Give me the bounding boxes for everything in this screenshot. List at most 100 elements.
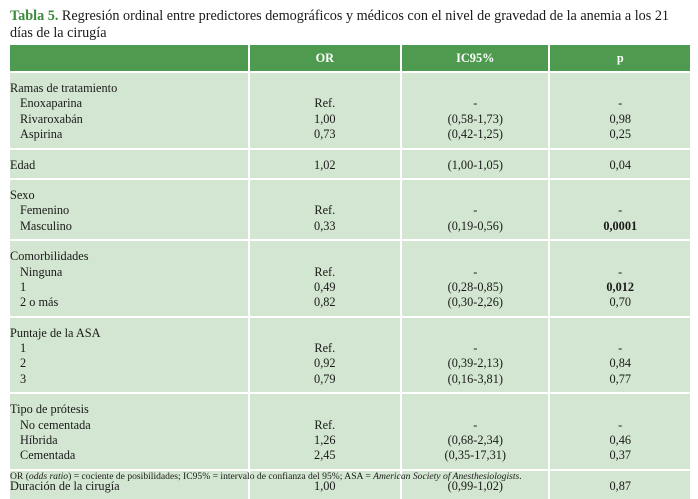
footnote-part: . bbox=[519, 471, 522, 482]
header-variable bbox=[10, 45, 250, 71]
empty-line bbox=[402, 326, 548, 341]
row-value: 2,45 bbox=[314, 448, 336, 463]
regression-table: OR IC95% p Ramas de tratamiento Enoxapari… bbox=[10, 45, 690, 499]
group-title: Sexo bbox=[10, 187, 35, 202]
row-value: Ref. bbox=[314, 417, 336, 432]
cell-variable: Edad bbox=[10, 147, 250, 178]
row-value: - bbox=[618, 341, 623, 356]
row-label: Aspirina bbox=[20, 127, 63, 142]
row-value: - bbox=[618, 417, 623, 432]
row-value: 1,26 bbox=[314, 433, 336, 448]
row-label: 1 bbox=[20, 279, 27, 294]
row-value: 0,46 bbox=[609, 433, 631, 448]
cell-or: Ref. 1,26 2,45 bbox=[249, 392, 403, 469]
cell-ic: - (0,68-2,34) (0,35-17,31) bbox=[402, 392, 551, 469]
cell-p: -0,84 0,77 bbox=[550, 315, 690, 393]
cell-ic: - (0,19-0,56) bbox=[402, 177, 551, 240]
caption-text: Regresión ordinal entre predictores demo… bbox=[10, 8, 670, 41]
empty-line bbox=[402, 249, 548, 264]
row-label: Masculino bbox=[20, 218, 72, 233]
empty-line bbox=[250, 81, 401, 96]
row-label: Rivaroxabán bbox=[20, 111, 83, 126]
row-value: (0,39-2,13) bbox=[447, 356, 503, 371]
empty-line bbox=[550, 326, 690, 341]
header-row: OR IC95% p bbox=[10, 45, 690, 71]
row-value: 0,70 bbox=[609, 295, 631, 310]
cell-ic: - (0,28-0,85) (0,30-2,26) bbox=[402, 239, 551, 316]
footnote-part: ) = cociente de posibilidades; IC95% = i… bbox=[68, 471, 374, 482]
empty-line bbox=[550, 81, 690, 96]
row-label: Ninguna bbox=[20, 264, 63, 279]
row-value: Ref. bbox=[314, 96, 336, 111]
cell-or: Ref. 0,49 0,82 bbox=[249, 239, 403, 316]
row-value: (0,19-0,56) bbox=[447, 218, 503, 233]
row-value: - bbox=[473, 203, 478, 218]
row-value: - bbox=[618, 96, 623, 111]
table-group-row: Edad 1,02 (1,00-1,05) 0,04 bbox=[10, 147, 690, 178]
table-group-row: Ramas de tratamiento Enoxaparina Rivaroxab… bbox=[10, 71, 690, 148]
row-value: - bbox=[618, 203, 623, 218]
cell-variable: Comorbilidades Ninguna 1 2 o más bbox=[10, 239, 250, 316]
empty-line bbox=[550, 402, 690, 417]
row-value: 0,33 bbox=[314, 218, 336, 233]
group-value: (0,99-1,02) bbox=[447, 478, 503, 493]
row-value: 0,79 bbox=[314, 371, 336, 386]
row-label: Cementada bbox=[20, 448, 76, 463]
cell-variable: Ramas de tratamiento Enoxaparina Rivaroxab… bbox=[10, 71, 250, 148]
row-label: 3 bbox=[20, 371, 27, 386]
cell-p: -0,98 0,25 bbox=[550, 71, 690, 148]
group-value: 0,87 bbox=[609, 478, 631, 493]
empty-line bbox=[402, 188, 548, 203]
row-value: Ref. bbox=[314, 341, 336, 356]
table-caption: Tabla 5. Regresión ordinal entre predict… bbox=[10, 8, 694, 42]
row-value: - bbox=[618, 264, 623, 279]
row-value: 0,73 bbox=[314, 127, 336, 142]
row-value: 0,92 bbox=[314, 356, 336, 371]
row-value: (0,30-2,26) bbox=[447, 295, 503, 310]
row-value: Ref. bbox=[314, 264, 336, 279]
row-value: - bbox=[473, 417, 478, 432]
table-group-row: Tipo de prótesis No cementada Híbrida Cemen… bbox=[10, 392, 690, 469]
cell-p: 0,87 bbox=[550, 468, 690, 499]
empty-line bbox=[402, 402, 548, 417]
group-title: Puntaje de la ASA bbox=[10, 325, 101, 340]
group-title: Tipo de prótesis bbox=[10, 402, 89, 417]
cell-ic: (1,00-1,05) bbox=[402, 147, 551, 178]
row-label: No cementada bbox=[20, 417, 91, 432]
cell-p: -0,46 0,37 bbox=[550, 392, 690, 469]
cell-or: Ref. 1,00 0,73 bbox=[249, 71, 403, 148]
row-label: 2 bbox=[20, 356, 27, 371]
table-group-row: Sexo Femenino Masculino Ref. 0,33- (0,19-0,56… bbox=[10, 177, 690, 240]
footnote-italic: odds ratio bbox=[28, 471, 69, 482]
table-label: Tabla 5. bbox=[10, 8, 59, 24]
footnote-italic: American Society of Anesthesiologists bbox=[373, 471, 520, 482]
empty-line bbox=[250, 326, 401, 341]
row-value: Ref. bbox=[314, 203, 336, 218]
group-title: Comorbilidades bbox=[10, 249, 89, 264]
group-value: 0,04 bbox=[609, 157, 631, 172]
cell-p: -0,0001 bbox=[550, 177, 690, 240]
group-value: 1,02 bbox=[314, 157, 336, 172]
cell-variable: Puntaje de la ASA 1 2 3 bbox=[10, 315, 250, 393]
row-value: (0,68-2,34) bbox=[447, 433, 503, 448]
row-label: Femenino bbox=[20, 203, 70, 218]
row-label: 2 o más bbox=[20, 295, 59, 310]
row-value: 0,37 bbox=[609, 448, 631, 463]
row-value: (0,35-17,31) bbox=[444, 448, 507, 463]
header-p: p bbox=[550, 45, 690, 71]
table-group-row: Comorbilidades Ninguna 1 2 o más Ref. 0,49 0,8… bbox=[10, 239, 690, 316]
group-title: Edad bbox=[10, 157, 36, 172]
cell-p: 0,04 bbox=[550, 147, 690, 178]
group-value: (1,00-1,05) bbox=[447, 157, 503, 172]
cell-or: 1,02 bbox=[249, 147, 403, 178]
empty-line bbox=[550, 249, 690, 264]
row-value: - bbox=[473, 96, 478, 111]
empty-line bbox=[250, 249, 401, 264]
cell-variable: Sexo Femenino Masculino bbox=[10, 177, 250, 240]
row-value: (0,42-1,25) bbox=[447, 127, 503, 142]
row-label: Híbrida bbox=[20, 433, 58, 448]
row-value: (0,58-1,73) bbox=[447, 111, 503, 126]
header-or: OR bbox=[249, 45, 403, 71]
row-value: 0,012 bbox=[606, 279, 635, 294]
row-value: 0,0001 bbox=[603, 218, 638, 233]
